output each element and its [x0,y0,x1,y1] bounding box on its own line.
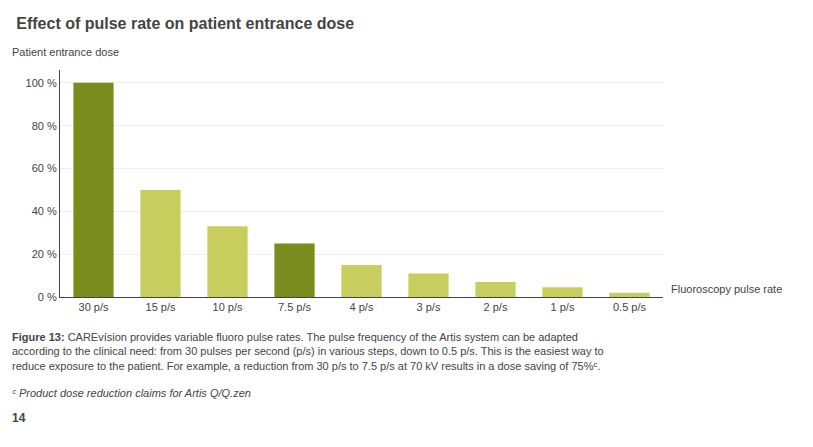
svg-text:1 p/s: 1 p/s [551,301,575,313]
svg-text:100 %: 100 % [26,77,57,89]
svg-text:20 %: 20 % [32,248,57,260]
svg-text:14: 14 [12,411,26,425]
svg-text:ᶜ Product dose reduction claim: ᶜ Product dose reduction claims for Arti… [12,387,251,399]
svg-text:0.5 p/s: 0.5 p/s [613,301,647,313]
svg-text:60 %: 60 % [32,162,57,174]
svg-text:3 p/s: 3 p/s [417,301,441,313]
svg-text:40 %: 40 % [32,205,57,217]
svg-text:7.5 p/s: 7.5 p/s [278,301,312,313]
svg-text:4 p/s: 4 p/s [350,301,374,313]
svg-text:10 p/s: 10 p/s [213,301,243,313]
svg-text:Figure 13: CAREvísion provides: Figure 13: CAREvísion provides variable … [12,331,604,372]
svg-text:80 %: 80 % [32,120,57,132]
svg-text:Fluoroscopy pulse rate: Fluoroscopy pulse rate [671,283,782,295]
svg-text:Patient entrance dose: Patient entrance dose [12,46,119,58]
svg-text:2 p/s: 2 p/s [484,301,508,313]
svg-text:0 %: 0 % [38,291,57,303]
svg-text:15 p/s: 15 p/s [146,301,176,313]
svg-text:Effect of pulse rate on patien: Effect of pulse rate on patient entrance… [16,15,354,32]
svg-text:30 p/s: 30 p/s [79,301,109,313]
